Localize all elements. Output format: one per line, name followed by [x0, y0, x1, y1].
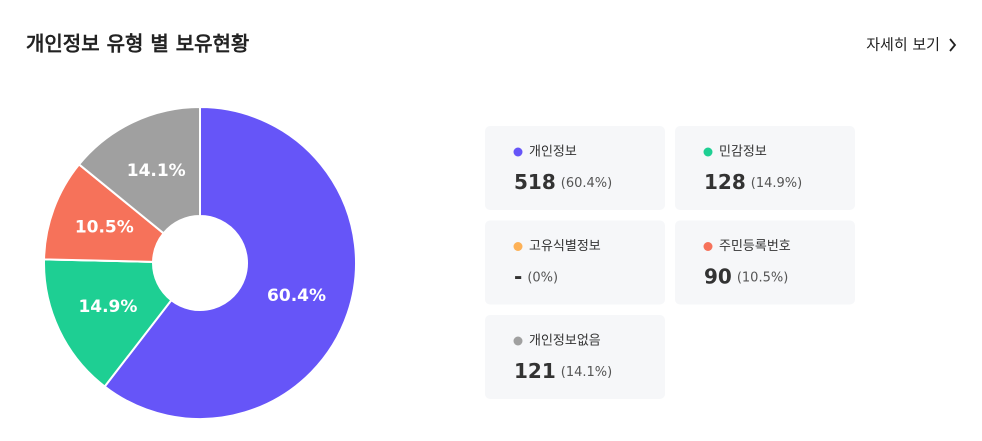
count-percent: (10.5%): [737, 270, 788, 285]
count: 518: [514, 170, 556, 194]
count: 128: [704, 170, 746, 194]
legend-label: 민감정보: [719, 145, 767, 160]
legend-card: [485, 315, 665, 399]
slice-label: 14.1%: [127, 161, 186, 181]
slice-label: 10.5%: [75, 218, 134, 238]
legend-label: 개인정보: [529, 145, 577, 160]
legend-card: [485, 126, 665, 210]
slice-label: 60.4%: [267, 286, 326, 306]
slice-label: 14.9%: [78, 297, 137, 317]
legend-value: 128 (14.9%): [704, 170, 802, 194]
legend-label: 고유식별정보: [529, 239, 601, 254]
detail-link[interactable]: 자세히 보기: [866, 36, 940, 54]
legend-label: 개인정보없음: [529, 334, 601, 349]
legend-card: [675, 126, 855, 210]
legend-dot: [513, 336, 523, 346]
count: -: [514, 264, 522, 288]
count-percent: (14.1%): [561, 365, 612, 380]
chevron-icon[interactable]: [949, 38, 957, 52]
legend-card: [485, 220, 665, 305]
legend-card: [675, 220, 855, 305]
legend-value: 121 (14.1%): [514, 359, 612, 383]
count-percent: (14.9%): [751, 176, 802, 191]
pie-slice: [43, 258, 173, 388]
count-percent: (60.4%): [561, 176, 612, 191]
legend-dot: [703, 147, 713, 157]
legend-value: - (0%): [514, 264, 558, 288]
count-percent: (0%): [527, 270, 558, 285]
legend-dot: [513, 147, 523, 157]
count: 90: [704, 264, 732, 288]
legend-value: 518 (60.4%): [514, 170, 612, 194]
legend-dot: [703, 242, 713, 251]
legend-dot: [513, 242, 523, 251]
pie-slice: [77, 105, 201, 235]
legend-label: 주민등록번호: [719, 239, 791, 254]
count: 121: [514, 359, 556, 383]
chart-title: 개인정보 유형 별 보유현황: [26, 32, 250, 56]
pie-slice: [103, 105, 357, 420]
legend-value: 90 (10.5%): [704, 264, 788, 288]
